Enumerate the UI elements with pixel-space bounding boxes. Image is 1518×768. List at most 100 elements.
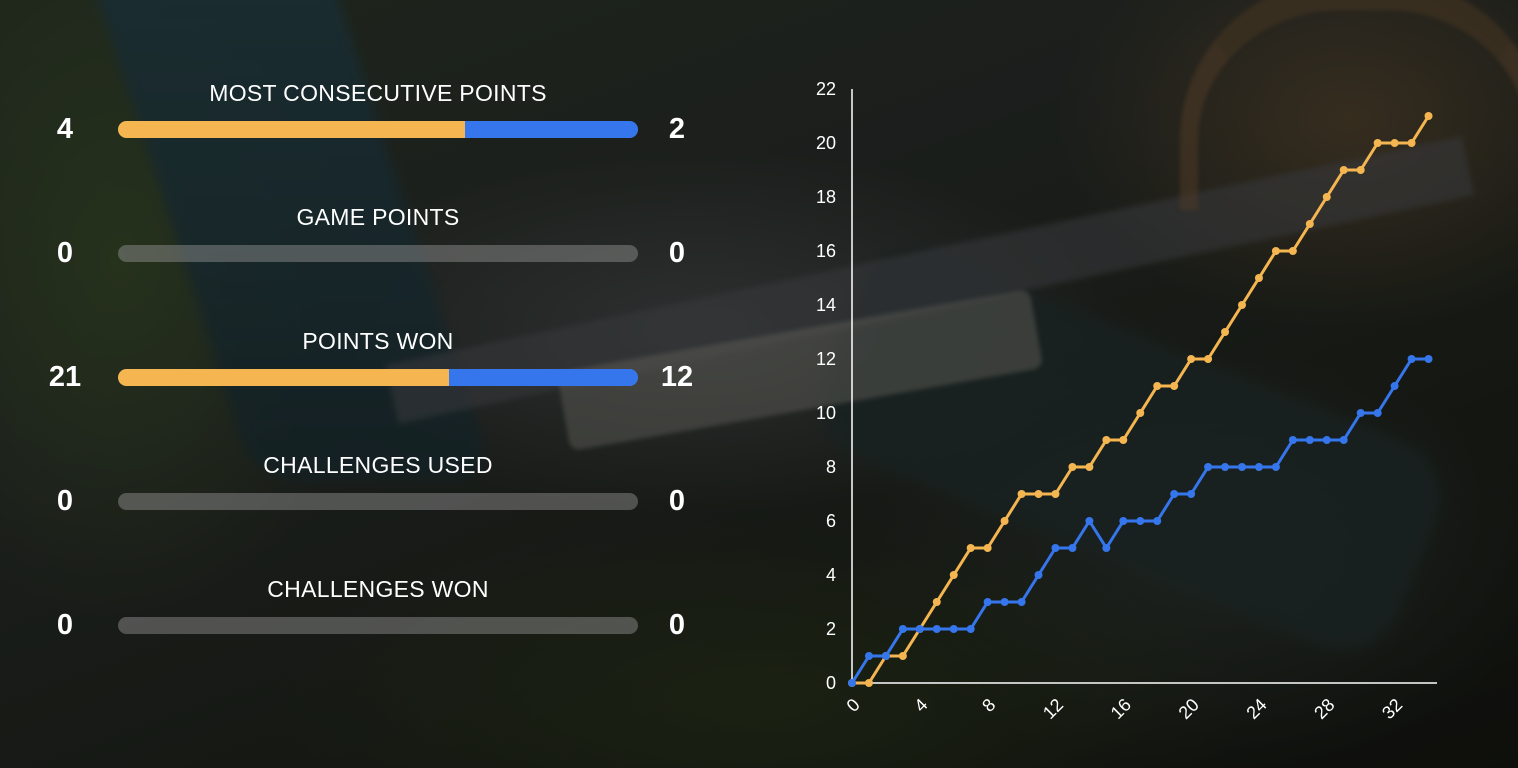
data-point [1305, 436, 1314, 444]
data-point [1407, 139, 1416, 147]
stat-title: POINTS WON [302, 328, 454, 354]
data-point [1085, 517, 1094, 525]
data-point [983, 598, 992, 606]
stat-game-points: GAME POINTS 0 0 [0, 204, 760, 314]
data-point [1322, 193, 1331, 201]
data-point [1373, 139, 1382, 147]
data-point [1068, 544, 1077, 552]
stat-comparison-bar [118, 369, 638, 386]
data-point [1254, 463, 1263, 471]
stat-left-value: 0 [56, 237, 74, 269]
data-point [1238, 463, 1246, 471]
data-point [1170, 490, 1179, 498]
data-point [848, 679, 856, 687]
data-point [1424, 355, 1433, 363]
data-point [932, 598, 941, 606]
data-point [949, 571, 958, 579]
stat-challenges-won: CHALLENGES WON 0 0 [0, 576, 760, 686]
data-point [1102, 544, 1111, 552]
data-point [1102, 436, 1111, 444]
data-point [1136, 517, 1145, 525]
x-tick-label: 0 [843, 695, 864, 716]
stat-challenges-used: CHALLENGES USED 0 0 [0, 452, 760, 562]
x-tick-label: 28 [1310, 695, 1338, 723]
y-tick-label: 20 [816, 133, 836, 153]
x-tick-label: 24 [1242, 695, 1270, 723]
series-line-1 [852, 115, 1430, 685]
y-tick-label: 8 [826, 457, 836, 477]
stat-comparison-bar [118, 493, 638, 510]
stat-title: GAME POINTS [296, 204, 460, 230]
data-point [1000, 598, 1009, 606]
x-tick-label: 20 [1175, 695, 1203, 723]
data-point [1288, 247, 1297, 255]
stat-comparison-bar [118, 617, 638, 634]
stat-comparison-bar [118, 245, 638, 262]
data-point [1051, 490, 1060, 498]
bar-segment-player-b [464, 121, 638, 138]
data-point [1187, 355, 1196, 363]
x-tick-label: 16 [1107, 695, 1135, 723]
bar-segment-player-b [448, 369, 638, 386]
stat-left-value: 0 [56, 485, 74, 517]
data-point [1238, 301, 1246, 309]
data-point [1356, 409, 1365, 417]
y-tick-label: 14 [816, 295, 836, 315]
data-point [1170, 382, 1179, 390]
x-tick-label: 12 [1039, 695, 1067, 723]
data-point [1136, 409, 1145, 417]
y-tick-label: 22 [816, 79, 836, 99]
y-tick-label: 10 [816, 403, 836, 423]
data-point [1034, 490, 1043, 498]
data-point [1153, 382, 1162, 390]
stat-left-value: 21 [48, 361, 82, 393]
data-point [1339, 436, 1348, 444]
data-point [1153, 517, 1162, 525]
data-point [1017, 490, 1026, 498]
data-point [1034, 571, 1043, 579]
data-point [1407, 355, 1416, 363]
data-point [932, 625, 941, 633]
data-point [1204, 463, 1213, 471]
data-point [1271, 247, 1280, 255]
data-point [1068, 463, 1077, 471]
x-tick-label: 32 [1378, 695, 1406, 723]
stat-right-value: 12 [660, 361, 694, 393]
stat-right-value: 0 [668, 485, 686, 517]
data-point [1221, 328, 1230, 336]
bar-segment-player-a [118, 369, 449, 386]
stat-points-won: POINTS WON 21 12 [0, 328, 760, 438]
data-point [864, 652, 873, 660]
data-point [898, 652, 907, 660]
data-point [881, 652, 890, 660]
bar-segment-player-a [118, 121, 465, 138]
data-point [1119, 436, 1128, 444]
stat-most-consecutive-points: MOST CONSECUTIVE POINTS 4 2 [0, 80, 760, 190]
data-point [1000, 517, 1009, 525]
stat-right-value: 2 [668, 113, 686, 145]
x-tick-label: 4 [910, 695, 931, 716]
y-tick-label: 12 [816, 349, 836, 369]
y-tick-label: 4 [826, 565, 836, 585]
y-tick-label: 6 [826, 511, 836, 531]
data-point [864, 679, 873, 687]
data-point [1221, 463, 1230, 471]
data-point [1051, 544, 1060, 552]
data-point [949, 625, 958, 633]
stat-title: MOST CONSECUTIVE POINTS [209, 80, 547, 106]
x-tick-label: 8 [978, 695, 999, 716]
data-point [1085, 463, 1094, 471]
data-point [1254, 274, 1263, 282]
data-point [898, 625, 907, 633]
data-point [966, 544, 975, 552]
data-point [1373, 409, 1382, 417]
y-tick-label: 16 [816, 241, 836, 261]
y-tick-label: 0 [826, 673, 836, 693]
stat-right-value: 0 [668, 609, 686, 641]
stat-left-value: 4 [56, 113, 74, 145]
stat-title: CHALLENGES WON [267, 576, 489, 602]
stat-right-value: 0 [668, 237, 686, 269]
stat-comparison-bar [118, 121, 638, 138]
data-point [1119, 517, 1128, 525]
